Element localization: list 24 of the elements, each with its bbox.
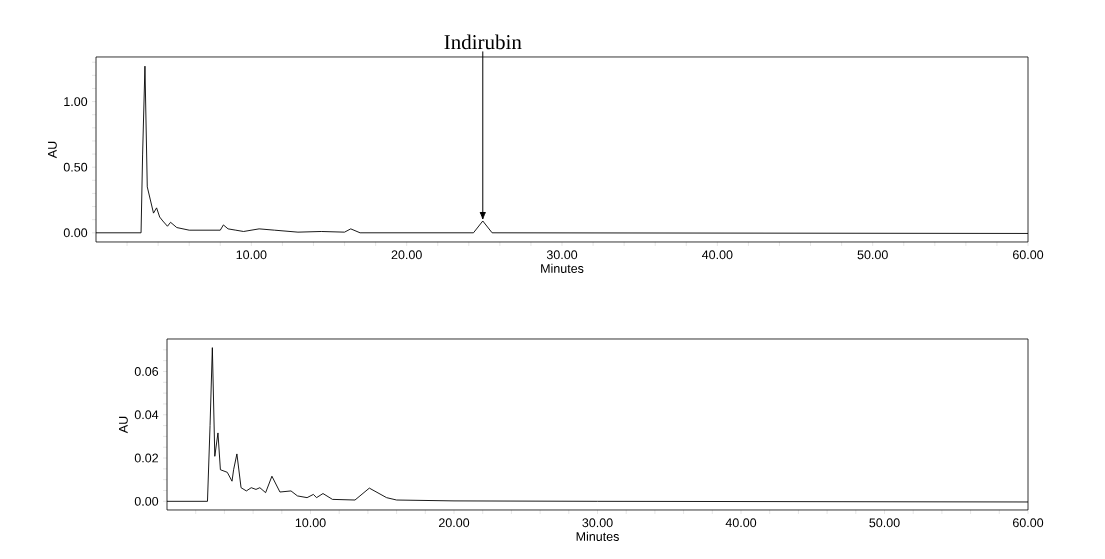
x-axis-title: Minutes [576, 531, 619, 541]
x-axis-title: Minutes [541, 263, 584, 273]
annotation: Indirubin [444, 34, 522, 50]
y-tick-label: 0.50 [63, 162, 88, 172]
x-tick-label: 50.00 [869, 518, 900, 528]
x-tick-label: 30.00 [546, 250, 578, 260]
y-tick-label: 0.02 [134, 453, 159, 463]
x-tick-label: 10.00 [236, 250, 267, 260]
x-tick-label: 60.00 [1013, 250, 1044, 260]
x-tick-label: 50.00 [857, 250, 888, 260]
x-tick-label: 20.00 [438, 518, 470, 528]
y-tick-label: 0.06 [134, 367, 159, 376]
x-tick-label: 30.00 [582, 518, 613, 528]
y-axis-title: AU [119, 416, 128, 434]
y-tick-label: 0.00 [134, 496, 159, 506]
y-tick-label: 0.04 [134, 410, 159, 420]
y-tick-label: 1.00 [64, 97, 88, 107]
x-tick-label: 20.00 [391, 250, 422, 260]
x-tick-label: 40.00 [725, 518, 757, 528]
x-tick-label: 60.00 [1013, 518, 1044, 528]
y-axis-title: AU [48, 141, 57, 159]
x-tick-label: 10.00 [295, 518, 326, 528]
y-tick-label: 0.00 [63, 228, 88, 238]
x-tick-label: 40.00 [701, 250, 733, 260]
